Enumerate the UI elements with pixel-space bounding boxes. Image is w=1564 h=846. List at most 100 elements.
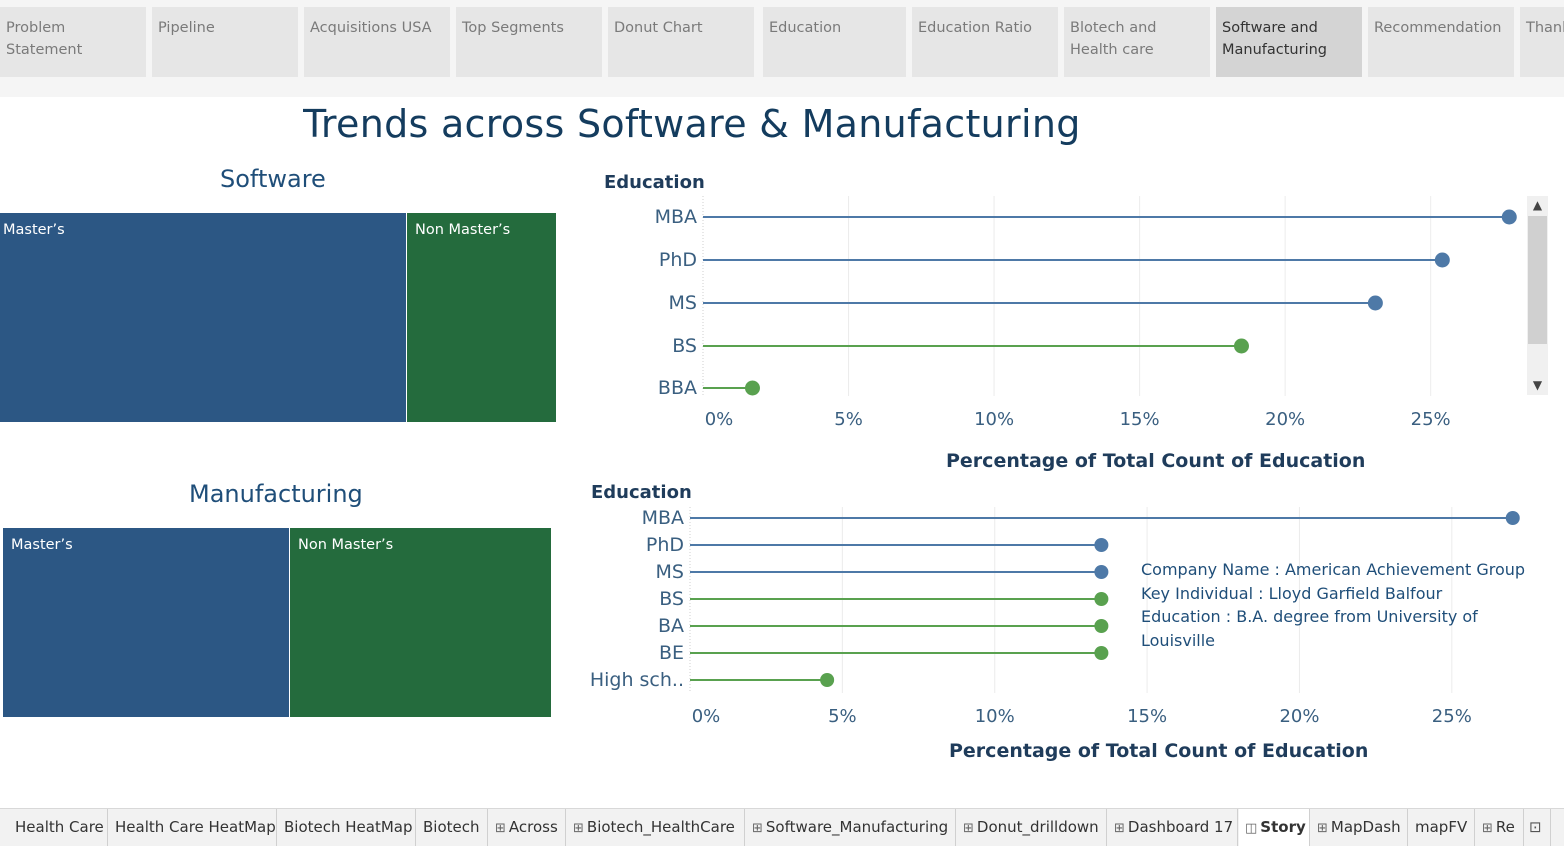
x-tick-label: 20% xyxy=(1265,409,1305,430)
dashboard-title: Trends across Software & Manufacturing xyxy=(303,102,1081,146)
tooltip-company: Company Name : American Achievement Grou… xyxy=(1141,560,1526,579)
category-label: BBA xyxy=(658,377,697,399)
x-tick-label: 0% xyxy=(705,409,734,430)
sheet-tab-bar: Health Care Health Care HeatMap Biotech … xyxy=(0,808,1564,846)
lollipop-dot[interactable] xyxy=(820,673,835,687)
software-treemap: Master’s Non Master’s xyxy=(0,213,556,422)
software-title: Software xyxy=(220,165,326,193)
sheet-tab-label: Biotech HeatMap xyxy=(284,818,413,836)
sheet-tab-label: Biotech_HealthCare xyxy=(586,818,735,836)
lollipop-dot[interactable] xyxy=(1094,646,1109,660)
chart-scrollbar[interactable]: ▲ ▼ xyxy=(1527,196,1548,395)
lollipop-dot[interactable] xyxy=(744,380,760,396)
sheet-tab-mapfv[interactable]: mapFV xyxy=(1409,809,1475,846)
story-tab-recommendation[interactable]: Recommendation xyxy=(1368,7,1514,77)
story-tab-software-manufacturing[interactable]: Software and Manufacturing xyxy=(1216,7,1362,77)
x-tick-label: 15% xyxy=(1120,409,1160,430)
story-tab-thank-you[interactable]: Thank xyxy=(1520,7,1564,77)
sheet-tab-software-manufacturing[interactable]: ⊞ Software_Manufacturing xyxy=(746,809,956,846)
sheet-tab-label: Donut_drilldown xyxy=(976,818,1099,836)
story-tab-donut-chart[interactable]: Donut Chart xyxy=(608,7,754,77)
sheet-tab-re[interactable]: ⊞ Re xyxy=(1476,809,1524,846)
sheet-tab-label: mapFV xyxy=(1415,818,1468,836)
lollipop-dot[interactable] xyxy=(1501,209,1517,225)
tooltip-education: Education : B.A. degree from University … xyxy=(1141,607,1478,650)
tab-overflow-icon[interactable] xyxy=(1552,809,1564,846)
sheet-tab-label: Re xyxy=(1495,818,1515,836)
manufacturing-masters-cell[interactable]: Master’s xyxy=(3,528,289,717)
sheet-tab-label: Software_Manufacturing xyxy=(765,818,949,836)
manufacturing-masters-label: Master’s xyxy=(11,537,73,553)
category-label: MBA xyxy=(655,206,697,228)
sheet-tab-label: Health Care HeatMap xyxy=(115,818,276,836)
lollipop-dot[interactable] xyxy=(1505,511,1520,525)
lollipop-dot[interactable] xyxy=(1434,252,1450,268)
manufacturing-x-axis-title: Percentage of Total Count of Education xyxy=(949,740,1369,762)
story-tab-problem-statement[interactable]: Problem Statement xyxy=(0,7,146,77)
category-label: MBA xyxy=(642,507,684,529)
sheet-tab-across[interactable]: ⊞ Across xyxy=(489,809,566,846)
software-education-axis-title: Education xyxy=(604,172,705,193)
lollipop-dot[interactable] xyxy=(1094,592,1109,606)
dashboard-icon: ⊞ xyxy=(573,821,584,836)
story-tab-education-ratio[interactable]: Education Ratio xyxy=(912,7,1058,77)
story-tab-biotech-health-care[interactable]: Blotech and Health care xyxy=(1064,7,1210,77)
story-tab-acquisitions-usa[interactable]: Acquisitions USA xyxy=(304,7,450,77)
category-label: BS xyxy=(659,588,684,610)
scroll-up-icon[interactable]: ▲ xyxy=(1532,198,1543,212)
new-worksheet-icon[interactable]: ⊡ xyxy=(1525,809,1551,846)
dashboard-icon: ⊞ xyxy=(1482,821,1493,836)
x-tick-label: 25% xyxy=(1411,409,1451,430)
category-label: PhD xyxy=(659,249,697,271)
sheet-tab-label: Story xyxy=(1260,818,1306,836)
x-tick-label: 0% xyxy=(692,706,721,727)
x-tick-label: 5% xyxy=(828,706,857,727)
story-tab-top-segments[interactable]: Top Segments xyxy=(456,7,602,77)
lollipop-dot[interactable] xyxy=(1094,538,1109,552)
x-tick-label: 10% xyxy=(974,409,1014,430)
category-label: BE xyxy=(659,642,684,664)
sheet-tab-label: Health Care xyxy=(15,818,104,836)
sheet-tab-biotech[interactable]: Biotech xyxy=(417,809,488,846)
category-label: High sch.. xyxy=(590,669,684,691)
manufacturing-non-masters-cell[interactable]: Non Master’s xyxy=(290,528,551,717)
story-tab-education[interactable]: Education xyxy=(763,7,906,77)
sheet-tab-label: MapDash xyxy=(1330,818,1401,836)
x-tick-label: 5% xyxy=(834,409,863,430)
x-tick-label: 20% xyxy=(1279,706,1319,727)
manufacturing-non-masters-label: Non Master’s xyxy=(298,537,394,553)
sheet-tab-dashboard-17[interactable]: ⊞ Dashboard 17 xyxy=(1108,809,1238,846)
sheet-tab-biotech-healthcare[interactable]: ⊞ Biotech_HealthCare xyxy=(567,809,745,846)
lollipop-dot[interactable] xyxy=(1367,295,1383,311)
tooltip-key-individual: Key Individual : Lloyd Garfield Balfour xyxy=(1141,583,1443,603)
category-label: BS xyxy=(672,335,697,357)
sheet-tab-mapdash[interactable]: ⊞ MapDash xyxy=(1311,809,1408,846)
lollipop-dot[interactable] xyxy=(1094,565,1109,579)
manufacturing-title: Manufacturing xyxy=(189,480,363,508)
sheet-tab-label: Dashboard 17 xyxy=(1127,818,1234,836)
category-label: PhD xyxy=(646,534,684,556)
story-icon: ◫ xyxy=(1245,821,1258,836)
dashboard-icon: ⊞ xyxy=(963,821,974,836)
software-masters-label: Master’s xyxy=(3,222,65,238)
software-masters-cell[interactable]: Master’s xyxy=(0,213,406,422)
story-navigator: Problem Statement Pipeline Acquisitions … xyxy=(0,0,1564,97)
sheet-tab-health-care[interactable]: Health Care xyxy=(9,809,108,846)
sheet-tab-story[interactable]: ◫ Story xyxy=(1239,809,1310,846)
dashboard-icon: ⊞ xyxy=(1317,821,1328,836)
x-tick-label: 15% xyxy=(1127,706,1167,727)
lollipop-dot[interactable] xyxy=(1233,338,1249,354)
category-label: BA xyxy=(658,615,684,637)
sheet-tab-donut-drilldown[interactable]: ⊞ Donut_drilldown xyxy=(957,809,1107,846)
chart-tooltip: Company Name : American Achievement Grou… xyxy=(1141,558,1541,652)
sheet-tab-biotech-heatmap[interactable]: Biotech HeatMap xyxy=(278,809,416,846)
scroll-thumb[interactable] xyxy=(1528,216,1547,344)
lollipop-dot[interactable] xyxy=(1094,619,1109,633)
x-tick-label: 25% xyxy=(1432,706,1472,727)
scroll-down-icon[interactable]: ▼ xyxy=(1532,378,1543,392)
story-tab-pipeline[interactable]: Pipeline xyxy=(152,7,298,77)
sheet-tab-label: Across xyxy=(508,818,558,836)
sheet-tab-label: Biotech xyxy=(423,818,480,836)
sheet-tab-health-care-heatmap[interactable]: Health Care HeatMap xyxy=(109,809,277,846)
software-non-masters-cell[interactable]: Non Master’s xyxy=(407,213,556,422)
